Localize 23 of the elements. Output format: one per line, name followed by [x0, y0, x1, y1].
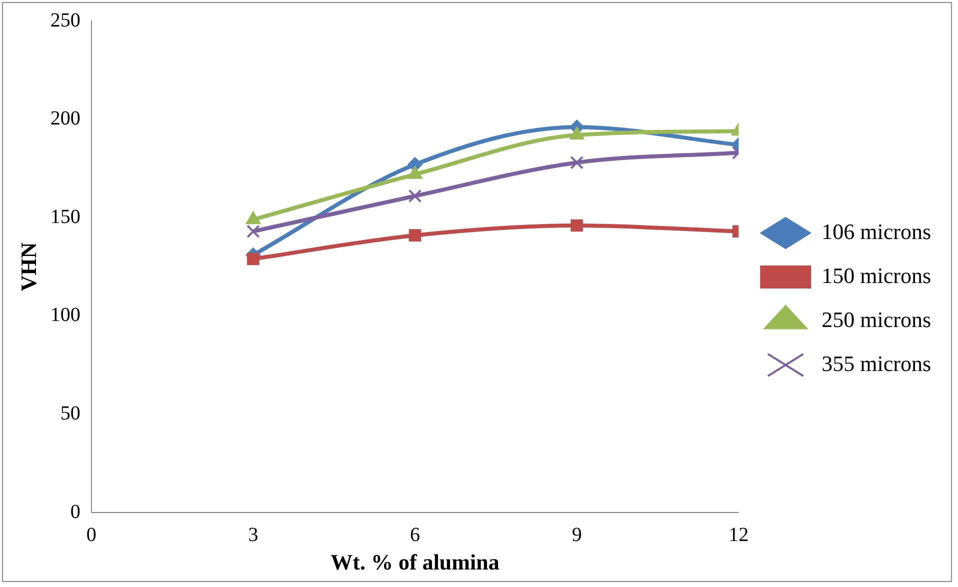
x-tick-label: 6 [410, 524, 420, 546]
y-tick-label: 200 [50, 108, 80, 130]
x-axis-title: Wt. % of alumina [330, 549, 500, 574]
x-tick-label: 3 [248, 524, 258, 546]
y-axis-title: VHN [16, 242, 41, 292]
point [246, 224, 260, 238]
point [408, 229, 422, 242]
point [247, 252, 260, 266]
legend-label: 250 microns [822, 306, 932, 332]
y-tick-label: 250 [50, 9, 80, 32]
legend-label: 355 microns [822, 350, 932, 376]
y-tick-label: 150 [50, 206, 80, 228]
x-tick-label: 12 [728, 524, 749, 546]
y-tick-label: 100 [50, 304, 80, 326]
legend-label: 106 microns [822, 218, 932, 244]
y-tick-label: 50 [60, 402, 80, 425]
x-tick-label: 0 [86, 524, 96, 546]
point [408, 189, 422, 203]
y-tick-label: 0 [70, 500, 80, 523]
point [570, 156, 584, 170]
x-tick-label: 9 [572, 524, 582, 546]
legend-label: 150 microns [822, 262, 932, 288]
point [570, 219, 583, 232]
